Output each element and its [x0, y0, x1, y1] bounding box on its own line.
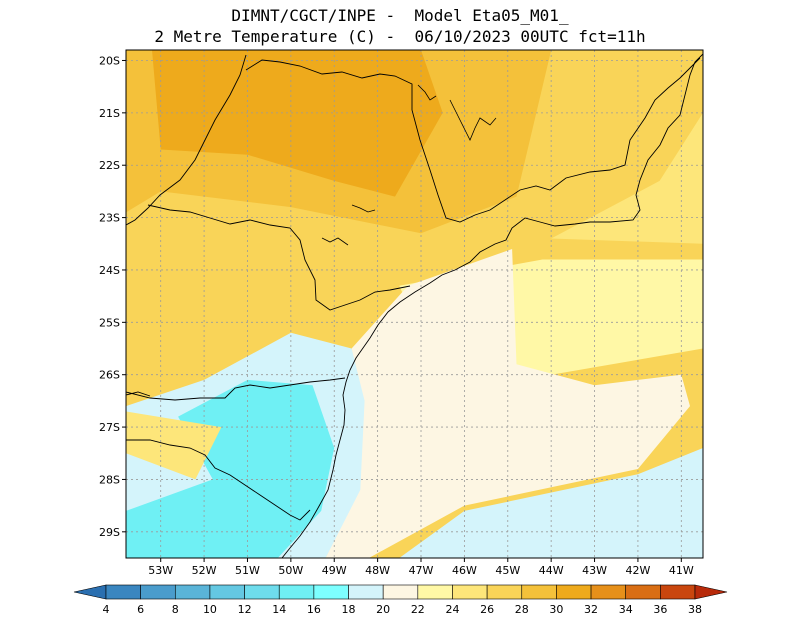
lat-label: 22S — [99, 159, 120, 172]
colorbar-swatch — [140, 584, 176, 600]
map-title-line1: DIMNT/CGCT/INPE - Model Eta05_M01_ — [231, 6, 569, 25]
state-border-sc-rs — [126, 439, 311, 521]
colorbar-swatch — [556, 584, 592, 600]
colorbar-swatch — [660, 584, 696, 600]
colorbar-label: 32 — [584, 603, 598, 616]
lat-label: 28S — [99, 473, 120, 486]
colorbar-label: 4 — [103, 603, 110, 616]
coastline — [281, 53, 703, 558]
reservoir — [321, 237, 349, 246]
colorbar-swatch — [348, 584, 384, 600]
colorbar-label: 38 — [688, 603, 702, 616]
colorbar-swatch — [209, 584, 245, 600]
colorbar-swatch — [590, 584, 627, 600]
colorbar-label: 20 — [376, 603, 390, 616]
river-parana — [126, 54, 247, 226]
lat-label: 27S — [99, 421, 120, 434]
colorbar-label: 14 — [272, 603, 286, 616]
temp-region-18-20 — [399, 448, 703, 558]
colorbar-label: 34 — [619, 603, 633, 616]
international-border — [126, 391, 151, 397]
colorbar-swatch — [244, 584, 280, 600]
colorbar-arrow-low — [73, 584, 107, 600]
colorbar-label: 6 — [137, 603, 144, 616]
lat-label: 21S — [99, 107, 120, 120]
lat-label: 23S — [99, 212, 120, 225]
colorbar-label: 26 — [480, 603, 494, 616]
colorbar-swatch — [174, 584, 211, 600]
colorbar-swatch — [382, 584, 419, 600]
colorbar-swatch — [486, 584, 523, 600]
reservoir — [351, 204, 376, 213]
temp-region-24-26 — [551, 112, 703, 244]
lon-label: 52W — [192, 564, 217, 577]
colorbar-label: 30 — [549, 603, 563, 616]
reservoir — [417, 84, 437, 101]
lon-label: 46W — [452, 564, 477, 577]
lat-label: 20S — [99, 54, 120, 67]
lon-label: 44W — [539, 564, 564, 577]
colorbar-label: 10 — [203, 603, 217, 616]
colorbar-label: 36 — [653, 603, 667, 616]
colorbar-label: 12 — [238, 603, 252, 616]
colorbar-swatch — [313, 584, 349, 600]
temp-region-16-18 — [126, 379, 335, 558]
colorbar-label: 18 — [342, 603, 356, 616]
temp-region-30-32 — [152, 50, 443, 197]
lon-label: 45W — [495, 564, 520, 577]
lon-label: 42W — [625, 564, 650, 577]
colorbar-swatch — [105, 584, 141, 600]
lat-label: 25S — [99, 316, 120, 329]
colorbar-swatch — [521, 584, 557, 600]
lon-label: 49W — [322, 564, 347, 577]
lon-label: 53W — [148, 564, 173, 577]
lon-label: 48W — [365, 564, 390, 577]
lat-label: 29S — [99, 526, 120, 539]
colorbar-arrow-high — [694, 584, 728, 600]
colorbar-swatch — [452, 584, 488, 600]
map-title-line2: 2 Metre Temperature (C) - 06/10/2023 00U… — [154, 27, 646, 46]
colorbar-swatch — [278, 584, 315, 600]
colorbar-label: 8 — [172, 603, 179, 616]
colorbar-label: 22 — [411, 603, 425, 616]
lon-label: 50W — [278, 564, 303, 577]
temp-region-20-22 — [325, 249, 690, 558]
state-border-ms-pr — [147, 204, 411, 311]
lon-label: 41W — [669, 564, 694, 577]
colorbar-label: 24 — [445, 603, 459, 616]
lon-label: 47W — [409, 564, 434, 577]
colorbar-swatch — [625, 584, 661, 600]
state-border-pr-sc — [126, 377, 346, 401]
lon-label: 43W — [582, 564, 607, 577]
state-border-mg-sp — [245, 57, 701, 223]
colorbar-label: 16 — [307, 603, 321, 616]
lat-label: 24S — [99, 264, 120, 277]
lon-label: 51W — [235, 564, 260, 577]
colorbar-swatch — [417, 584, 453, 600]
lat-label: 26S — [99, 369, 120, 382]
colorbar-label: 28 — [515, 603, 529, 616]
map-frame — [125, 49, 704, 559]
reservoir — [449, 99, 497, 141]
